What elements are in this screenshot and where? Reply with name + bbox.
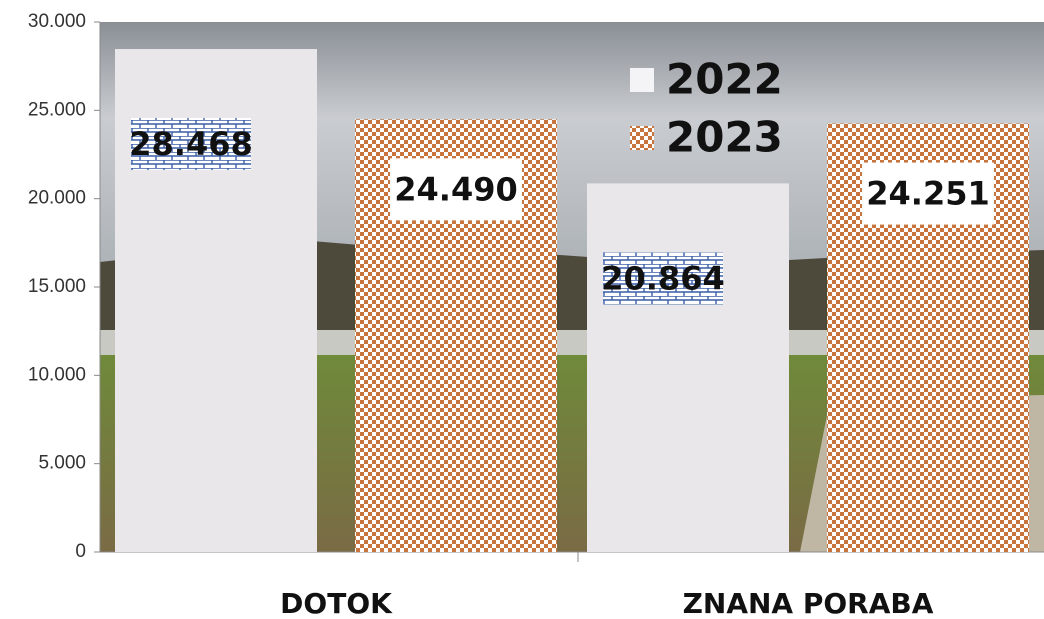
y-tick-label: 20.000 bbox=[28, 188, 86, 209]
value-label-box bbox=[131, 118, 251, 171]
y-tick-label: 30.000 bbox=[28, 11, 86, 32]
value-label: 24.251 bbox=[866, 175, 989, 213]
x-tick-label: DOTOK bbox=[280, 587, 393, 619]
value-label: 28.468 bbox=[129, 125, 252, 163]
legend-swatch bbox=[630, 68, 654, 92]
value-label: 20.864 bbox=[601, 259, 724, 297]
value-label-box bbox=[862, 162, 994, 225]
legend-label: 2023 bbox=[666, 113, 783, 162]
value-label: 24.490 bbox=[394, 170, 517, 208]
bar bbox=[587, 183, 789, 553]
value-label-box bbox=[390, 158, 522, 221]
legend-label: 2022 bbox=[666, 55, 783, 104]
y-tick-label: 25.000 bbox=[28, 99, 86, 120]
y-tick-label: 10.000 bbox=[28, 364, 86, 385]
y-tick-label: 5.000 bbox=[38, 453, 86, 474]
y-tick-label: 0 bbox=[75, 541, 86, 562]
value-label-box bbox=[603, 252, 723, 305]
y-tick-label: 15.000 bbox=[28, 276, 86, 297]
x-tick-label: ZNANA PORABA bbox=[683, 587, 934, 619]
legend-swatch bbox=[630, 126, 654, 150]
